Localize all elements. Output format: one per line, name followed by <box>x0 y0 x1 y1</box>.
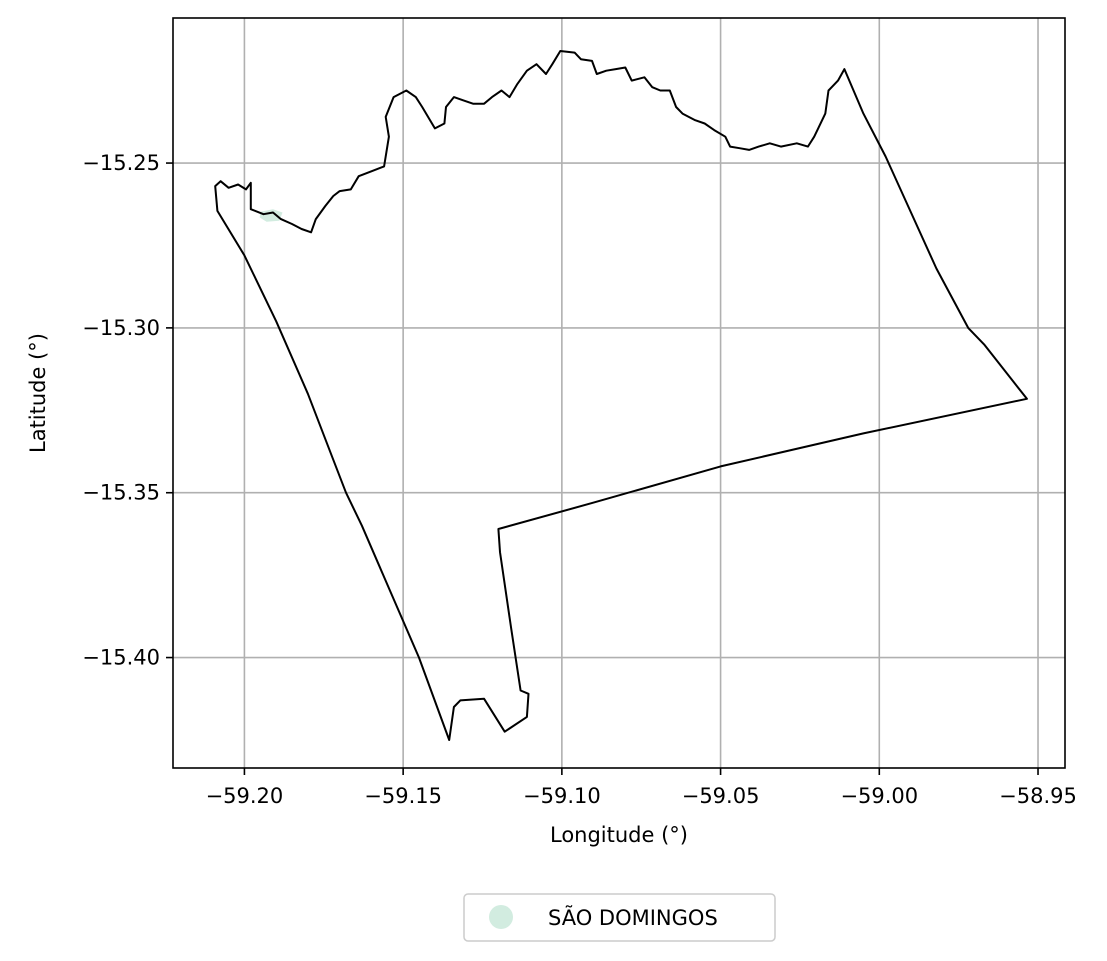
legend-label: SÃO DOMINGOS <box>548 904 718 930</box>
legend: SÃO DOMINGOS <box>463 893 776 942</box>
y-tick-label: −15.25 <box>82 151 160 175</box>
y-axis-title: Latitude (°) <box>26 333 50 453</box>
y-tick-label: −15.35 <box>82 481 160 505</box>
y-tick-label: −15.40 <box>82 646 160 670</box>
y-axis-ticks: −15.25 −15.30 −15.35 −15.40 <box>82 151 173 670</box>
x-tick-label: −59.20 <box>206 784 284 808</box>
legend-box <box>463 893 776 942</box>
x-axis-ticks: −59.20 −59.15 −59.10 −59.05 −59.00 −58.95 <box>206 768 1077 808</box>
x-tick-label: −59.00 <box>840 784 918 808</box>
y-tick-label: −15.30 <box>82 316 160 340</box>
plot-frame <box>172 17 1066 769</box>
legend-marker <box>489 905 513 929</box>
grid-lines <box>173 18 1065 768</box>
feature-areas <box>259 209 283 222</box>
x-tick-label: −59.05 <box>682 784 760 808</box>
x-tick-label: −58.95 <box>999 784 1077 808</box>
municipality-boundary <box>214 50 1028 741</box>
x-tick-label: −59.15 <box>364 784 442 808</box>
x-axis-title: Longitude (°) <box>550 823 688 847</box>
x-tick-label: −59.10 <box>523 784 601 808</box>
feature-area <box>259 209 283 222</box>
